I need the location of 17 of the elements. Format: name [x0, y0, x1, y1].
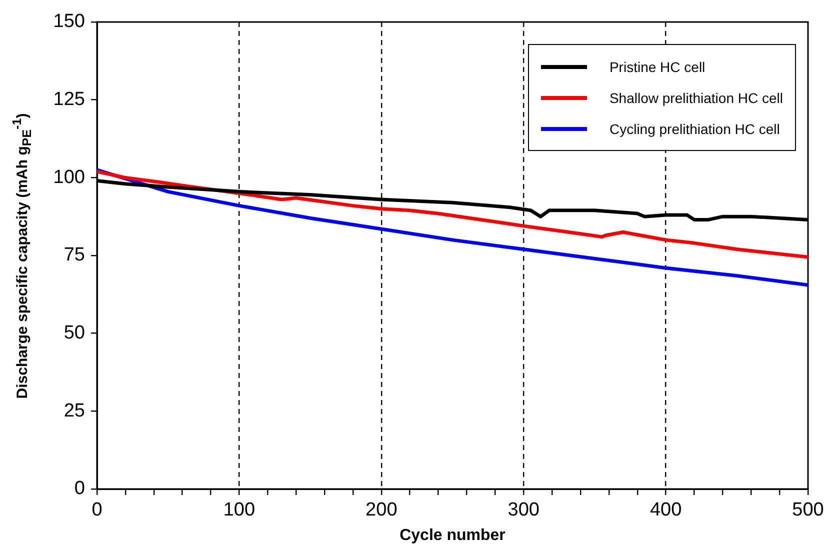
legend-label: Pristine HC cell: [609, 58, 706, 74]
y-tick-label: 50: [64, 322, 85, 344]
y-tick-label: 100: [53, 166, 85, 188]
legend-label: Shallow prelithiation HC cell: [609, 90, 783, 106]
x-tick-label: 400: [650, 500, 682, 521]
x-tick-label: 200: [366, 500, 398, 521]
y-tick-label: 125: [53, 89, 85, 110]
x-tick-label: 500: [792, 500, 824, 521]
y-tick-label: 0: [74, 478, 85, 500]
y-tick-label: 25: [64, 400, 85, 422]
legend-label: Cycling prelithiation HC cell: [609, 120, 780, 136]
y-tick-label: 150: [53, 11, 85, 32]
y-tick-label: 75: [64, 244, 85, 266]
x-tick-label: 0: [92, 500, 102, 521]
x-tick-label: 300: [508, 500, 540, 521]
x-axis-title: Cycle number: [400, 526, 506, 544]
x-tick-label: 100: [223, 500, 256, 521]
